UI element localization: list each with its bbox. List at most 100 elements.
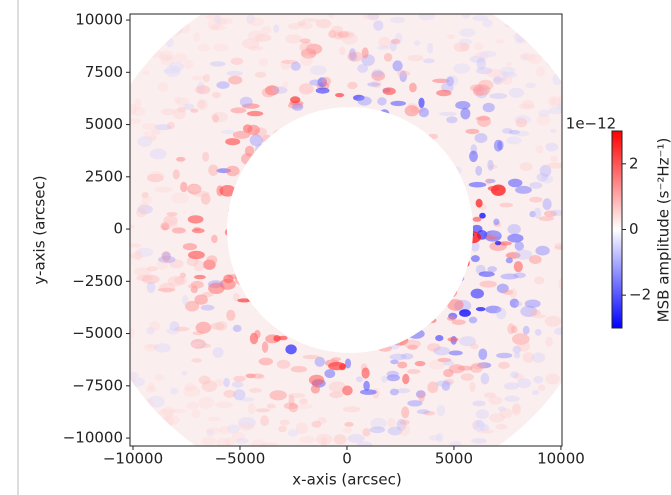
colorbar-tick-label: 0 [629,220,639,238]
texture-blob [130,26,141,38]
texture-blob [202,74,210,83]
texture-blob [531,390,540,395]
texture-blob [431,220,443,225]
texture-blob [459,28,476,38]
texture-blob [169,440,184,446]
texture-blob [392,313,409,322]
texture-blob [238,183,245,194]
texture-blob [409,200,426,211]
texture-blob [427,381,439,394]
texture-blob [376,45,391,50]
texture-blob [428,434,442,441]
texture-blob [372,177,384,187]
texture-blob [181,370,188,376]
texture-blob [399,419,410,425]
texture-blob [373,302,391,312]
texture-blob [443,369,454,378]
texture-blob [214,379,225,387]
texture-blob [472,84,491,96]
texture-blob [308,374,325,386]
texture-blob [314,313,333,321]
texture-blob [531,352,546,363]
texture-blob [329,345,337,353]
texture-blob [374,173,392,180]
texture-blob [141,191,149,198]
texture-blob [343,246,354,257]
texture-blob [357,96,372,106]
texture-blob [368,14,380,21]
texture-blob [146,281,156,293]
texture-blob [204,15,223,20]
texture-blob [206,427,222,434]
texture-blob [447,264,462,271]
texture-blob [284,299,301,310]
texture-blob [334,107,342,117]
texture-blob [393,249,404,258]
texture-blob [146,266,158,272]
texture-blob [459,336,476,347]
texture-blob [418,97,425,109]
texture-blob [499,202,513,208]
colorbar-label: MSB amplitude (s⁻²Hz⁻¹) [655,138,671,323]
texture-blob [244,145,255,157]
texture-blob [397,361,408,369]
texture-blob [315,87,330,94]
texture-blob [371,312,378,320]
texture-blob [489,93,508,99]
texture-blob [401,406,410,419]
texture-blob [320,436,328,446]
texture-blob [158,18,175,28]
texture-blob [299,398,308,405]
x-tick-label: 5000 [435,450,473,468]
texture-blob [274,184,287,195]
texture-blob [535,145,544,154]
texture-blob [170,387,179,395]
texture-blob [291,311,300,324]
texture-blob [174,326,190,332]
texture-blob [455,101,471,110]
texture-blob [251,209,262,217]
texture-blob [535,66,546,77]
texture-blob [161,406,176,416]
texture-blob [321,76,332,86]
texture-blob [443,360,454,366]
texture-blob [477,362,492,369]
texture-blob [394,254,411,264]
texture-blob [365,291,378,301]
texture-blob [546,58,560,67]
texture-blob [339,252,351,258]
texture-blob [130,243,142,248]
texture-blob [425,191,437,201]
texture-blob [550,128,557,133]
texture-blob [291,228,303,235]
texture-blob [328,361,346,371]
texture-blob [536,114,550,126]
texture-blob [191,75,205,81]
texture-blob [195,85,211,95]
texture-blob [473,86,484,97]
texture-blob [361,14,372,20]
texture-blob [238,422,255,431]
texture-blob [191,358,203,363]
texture-blob [130,376,136,384]
texture-blob [297,20,306,27]
texture-blob [432,264,444,272]
texture-blob [190,339,206,349]
texture-blob [290,96,301,104]
texture-blob [477,115,491,127]
texture-blob [208,25,226,31]
texture-blob [233,375,246,382]
texture-blob [513,352,521,359]
texture-blob [233,389,246,401]
texture-blob [435,432,444,443]
texture-blob [479,280,497,288]
texture-blob [280,59,291,70]
texture-blob [198,375,211,385]
texture-blob [183,103,195,110]
texture-blob [317,417,327,424]
texture-blob [504,23,519,28]
texture-blob [158,54,173,60]
texture-blob [174,276,185,284]
texture-blob [398,146,408,154]
